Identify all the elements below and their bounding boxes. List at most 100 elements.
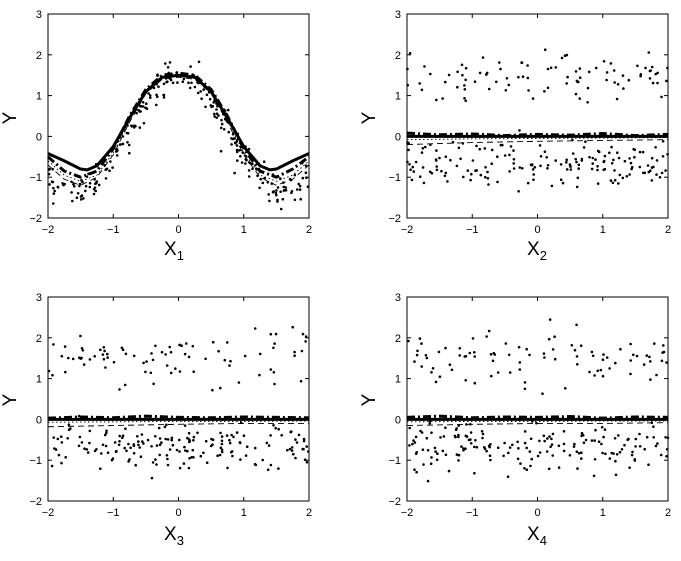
x-axis-label-base: X [164, 239, 177, 260]
scatter-point [208, 97, 212, 101]
scatter-point [457, 433, 460, 437]
scatter-point [292, 452, 295, 456]
scatter-point [304, 340, 307, 343]
scatter-point [596, 182, 600, 185]
scatter-point [88, 429, 92, 433]
scatter-point [408, 444, 411, 447]
scatter-point [551, 348, 555, 351]
scatter-point [465, 435, 469, 438]
scatter-point [94, 182, 97, 185]
scatter-point [228, 441, 232, 445]
y-tick-label: 0 [395, 414, 401, 426]
scatter-point [608, 367, 611, 370]
scatter-point [300, 349, 304, 353]
scatter-point [430, 371, 433, 374]
scatter-point [444, 171, 448, 175]
series-line-dashed-thin [406, 139, 669, 146]
scatter-group [407, 318, 670, 483]
scatter-point [660, 359, 664, 363]
scatter-point [220, 439, 224, 443]
scatter-point [294, 438, 297, 441]
scatter-point [578, 76, 582, 79]
scatter-point [580, 157, 584, 161]
scatter-point [511, 443, 514, 447]
scatter-point [575, 355, 579, 358]
scatter-point [462, 447, 465, 450]
scatter-point [171, 443, 175, 447]
tick-group: −2 −1 0 1 2 −2 −1 0 1 2 3 [29, 292, 312, 519]
scatter-point [479, 173, 483, 177]
scatter-point [429, 72, 432, 76]
scatter-point [191, 344, 195, 348]
scatter-point [178, 370, 182, 373]
scatter-point [118, 440, 121, 443]
scatter-point [451, 140, 455, 144]
scatter-point [535, 421, 538, 425]
scatter-point [562, 442, 566, 446]
scatter-point [293, 354, 296, 358]
scatter-point [192, 74, 195, 77]
y-tick-label: 2 [395, 50, 401, 62]
scatter-point [565, 82, 568, 85]
scatter-point [282, 185, 286, 189]
scatter-point [279, 177, 282, 180]
scatter-point [653, 342, 656, 345]
scatter-point [546, 164, 550, 167]
scatter-point [518, 368, 522, 371]
series-line-solid-thick [47, 73, 310, 172]
scatter-point [554, 66, 558, 69]
scatter-point [655, 159, 659, 162]
scatter-point [150, 445, 153, 448]
scatter-point [171, 81, 175, 85]
scatter-point [626, 438, 629, 442]
scatter-point [242, 434, 246, 438]
scatter-point [596, 369, 599, 373]
scatter-point [499, 67, 502, 71]
scatter-point [461, 142, 465, 145]
scatter-point [636, 64, 639, 68]
scatter-point [439, 436, 442, 439]
scatter-point [299, 197, 303, 201]
x-tick-label: −2 [401, 507, 414, 519]
scatter-point [621, 74, 625, 77]
x-tick-label: 2 [665, 507, 671, 519]
scatter-point [272, 346, 275, 350]
scatter-point [304, 171, 308, 174]
scatter-point [597, 440, 601, 444]
scatter-point [593, 374, 596, 377]
scatter-point [154, 344, 157, 348]
scatter-point [103, 349, 106, 353]
scatter-point [61, 182, 64, 185]
scatter-point [498, 61, 501, 64]
scatter-point [160, 441, 163, 444]
scatter-point [613, 81, 616, 84]
scatter-point [629, 342, 632, 346]
scatter-point [526, 181, 530, 185]
scatter-point [204, 439, 208, 443]
scatter-point [608, 151, 611, 155]
scatter-point [224, 118, 227, 121]
scatter-point [300, 161, 304, 165]
scatter-point [138, 110, 141, 113]
scatter-point [523, 467, 526, 470]
scatter-point [633, 148, 637, 152]
scatter-point [183, 352, 187, 356]
scatter-point [78, 182, 82, 186]
scatter-point [420, 342, 423, 345]
scatter-point [51, 180, 55, 184]
scatter-point [581, 433, 585, 437]
scatter-point [478, 71, 482, 75]
scatter-point [115, 154, 119, 157]
y-tick-label: 0 [395, 131, 401, 143]
scatter-point [531, 420, 534, 423]
scatter-point [428, 170, 432, 174]
scatter-point [665, 455, 668, 458]
scatter-point [111, 457, 115, 460]
scatter-point [488, 454, 492, 458]
scatter-point [164, 77, 168, 80]
scatter-point [574, 70, 578, 73]
scatter-point [661, 140, 665, 143]
scatter-point [204, 357, 207, 361]
plot-frame [406, 13, 669, 219]
scatter-point [155, 463, 158, 466]
